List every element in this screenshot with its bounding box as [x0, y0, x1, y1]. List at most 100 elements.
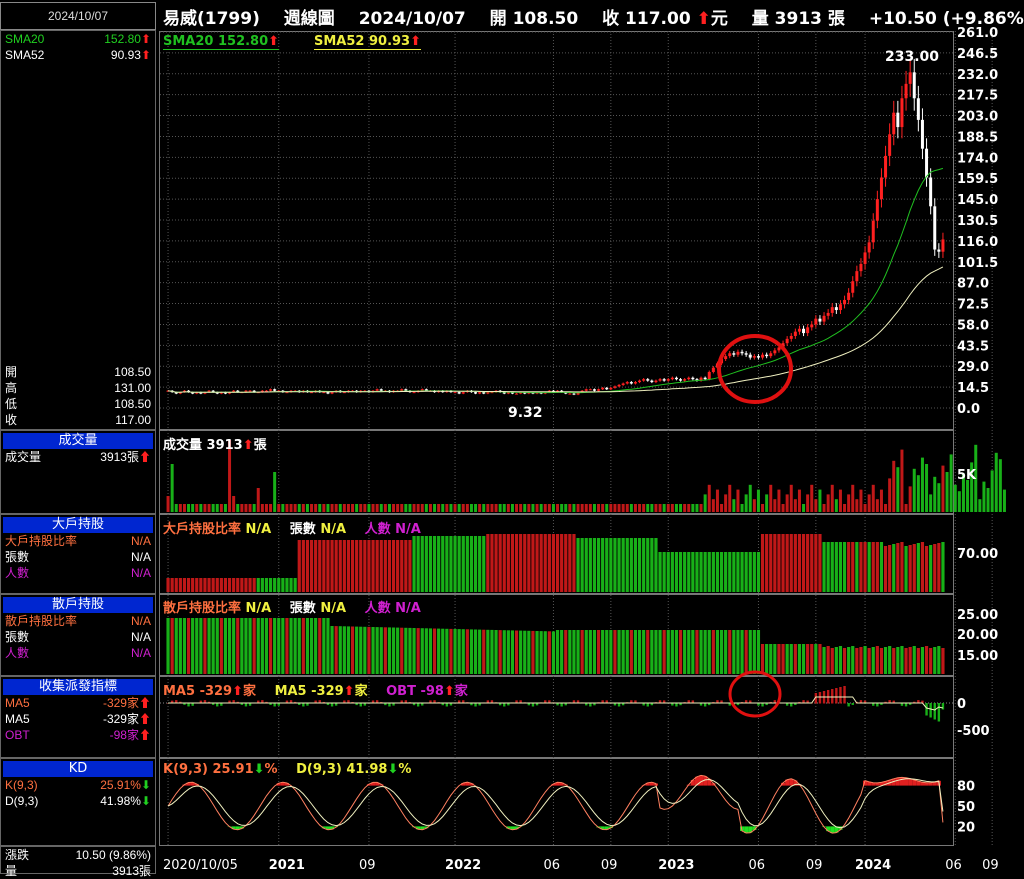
- retail-bar: [527, 631, 530, 674]
- big-holder-bar: [425, 536, 428, 592]
- retail-bar: [613, 630, 616, 674]
- retail-bar: [171, 618, 174, 674]
- volume-bar: [240, 504, 243, 512]
- big-holder-bar: [523, 534, 526, 592]
- kd-overbought-fill: [900, 777, 904, 785]
- volume-bar: [888, 478, 891, 512]
- big-holder-bar: [433, 536, 436, 592]
- retail-bar: [564, 630, 567, 674]
- kd-tick-label: 20: [957, 820, 975, 835]
- collect-bar: [925, 703, 927, 716]
- price-tick-label: 87.0: [957, 277, 989, 292]
- big-holder-bar: [527, 534, 530, 592]
- big-holder-bar: [355, 540, 358, 592]
- retail-bar: [261, 618, 264, 674]
- candle-body: [654, 381, 657, 382]
- sma52-legend[interactable]: SMA52 90.93⬆: [314, 34, 421, 50]
- volume-bar: [765, 494, 768, 512]
- collect-bar: [474, 703, 476, 706]
- volume-bar: [191, 504, 194, 512]
- big-holder-bar: [306, 540, 309, 592]
- candle-body: [458, 392, 461, 393]
- retail-bar: [827, 646, 830, 674]
- retail-bar: [597, 630, 600, 674]
- big-holder-bar: [482, 536, 485, 592]
- big-holder-bar: [228, 578, 231, 592]
- retail-bar: [626, 630, 629, 674]
- candle-body: [618, 385, 621, 386]
- big-holder-bar: [248, 578, 251, 592]
- volume-bar: [261, 504, 264, 512]
- volume-bar: [462, 504, 465, 512]
- big-holder-bar: [310, 540, 313, 592]
- retail-bar: [285, 618, 288, 674]
- big-holder-bar: [462, 536, 465, 592]
- retail-bar: [179, 618, 182, 674]
- volume-bar: [437, 504, 440, 512]
- retail-bar: [765, 644, 768, 674]
- retail-bar: [273, 618, 276, 674]
- collect-bar: [790, 703, 792, 706]
- big-holder-bar: [212, 578, 215, 592]
- volume-bar: [978, 499, 981, 512]
- volume-bar: [290, 504, 293, 512]
- volume-bar: [876, 499, 879, 512]
- price-tick-label: 72.5: [957, 298, 989, 313]
- big-holder-bar: [281, 578, 284, 592]
- big-holder-bar: [376, 540, 379, 592]
- big-holder-bar: [289, 578, 292, 592]
- volume-bar: [302, 504, 305, 512]
- retail-bar: [503, 630, 506, 674]
- volume-bar: [388, 504, 391, 512]
- candle-body: [732, 353, 735, 354]
- volume-bar: [937, 483, 940, 512]
- candle-body: [724, 356, 727, 359]
- big-holder-bar: [695, 552, 698, 592]
- volume-bar: [347, 504, 350, 512]
- big-holder-bar: [654, 538, 657, 592]
- volume-bar: [343, 504, 346, 512]
- candle-body: [269, 389, 272, 390]
- volume-bar: [400, 504, 403, 512]
- retail-bar: [851, 646, 854, 674]
- big-holder-bar: [531, 534, 534, 592]
- x-tick-label: 06: [543, 858, 560, 873]
- sma20-legend[interactable]: SMA20 152.80⬆: [163, 34, 279, 50]
- retail-bar: [847, 647, 850, 674]
- retail-bar: [412, 628, 415, 674]
- big-holder-bar: [933, 544, 936, 592]
- volume-bar: [954, 485, 957, 512]
- volume-bar: [441, 504, 444, 512]
- retail-bar: [913, 646, 916, 674]
- retail-bar: [716, 630, 719, 674]
- candle-body: [343, 392, 346, 393]
- candle-body: [745, 353, 748, 354]
- x-tick-label: 2021: [269, 858, 305, 873]
- retail-bar: [376, 627, 379, 674]
- big-holder-bar: [572, 534, 575, 592]
- volume-bar: [605, 504, 608, 512]
- retail-bar: [511, 630, 514, 674]
- big-holder-bar: [330, 540, 333, 592]
- big-holder-bar: [884, 546, 887, 592]
- big-holder-bar: [195, 578, 198, 592]
- volume-bar: [626, 504, 629, 512]
- volume-bar: [404, 504, 407, 512]
- retail-bar: [872, 647, 875, 674]
- big-holder-bar: [691, 552, 694, 592]
- retail-bar: [531, 631, 534, 674]
- volume-bar: [355, 504, 358, 512]
- volume-bar: [552, 504, 555, 512]
- big-holder-bar: [822, 542, 825, 592]
- big-holder-bar: [781, 534, 784, 592]
- retail-bar: [900, 646, 903, 674]
- volume-bar: [544, 504, 547, 512]
- candle-body: [322, 392, 325, 393]
- big-holder-bar: [638, 538, 641, 592]
- candle-body: [847, 293, 850, 300]
- volume-bar: [806, 494, 809, 512]
- volume-bar: [757, 490, 760, 512]
- candle-body: [929, 178, 932, 207]
- volume-bar: [408, 504, 411, 512]
